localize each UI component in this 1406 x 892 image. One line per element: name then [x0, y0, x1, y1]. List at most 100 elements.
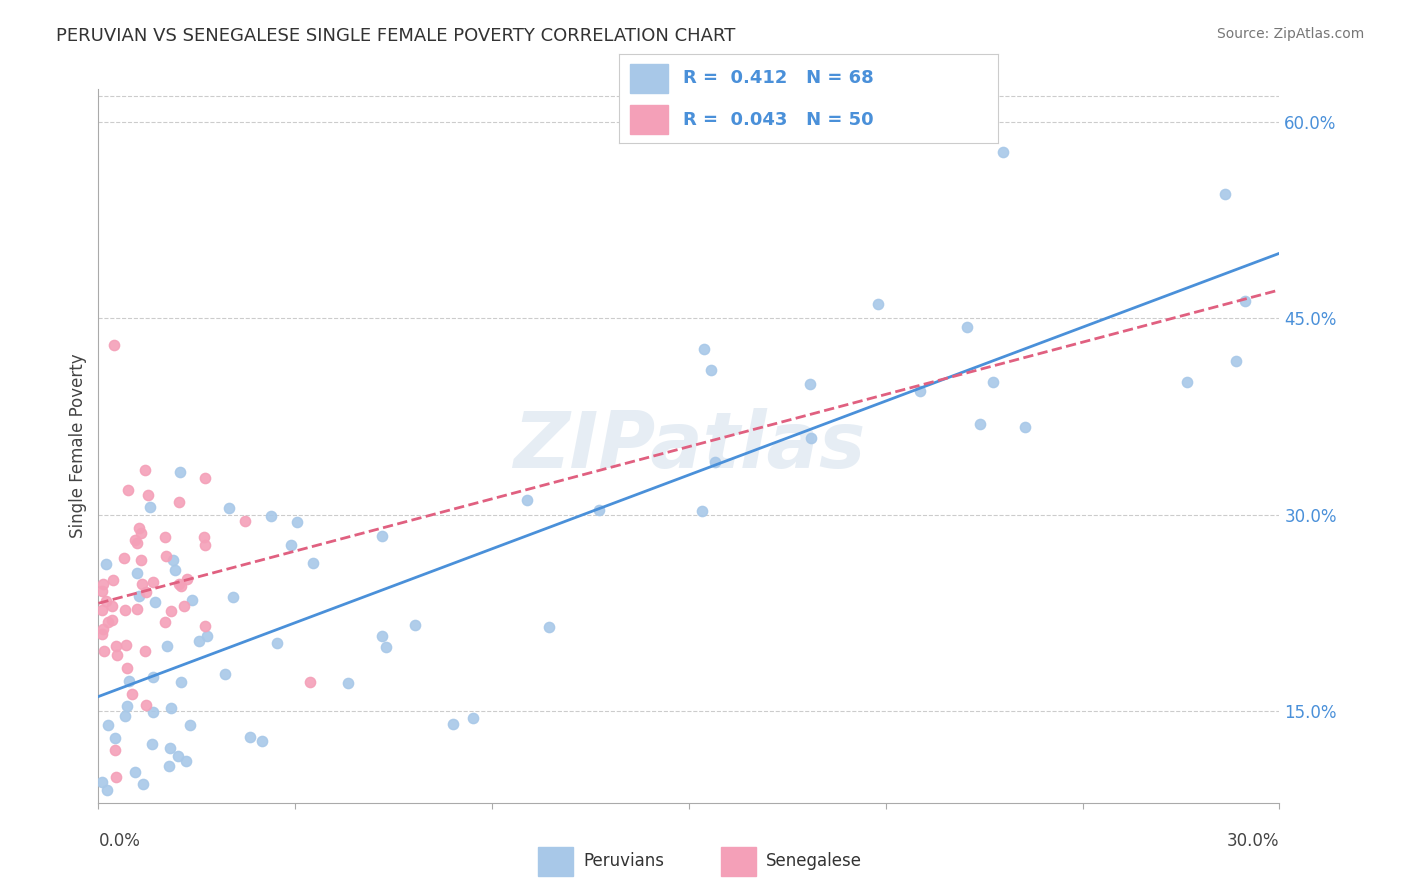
Y-axis label: Single Female Poverty: Single Female Poverty [69, 354, 87, 538]
Point [690, 504, 713, 518]
Point [105, 648, 128, 663]
Point [179, 717, 201, 731]
Point [128, 589, 150, 603]
Point [800, 431, 823, 445]
Point [173, 599, 195, 614]
Point [159, 741, 181, 756]
Point [993, 145, 1015, 160]
Point [153, 529, 176, 543]
Point [155, 549, 177, 563]
Point [132, 777, 155, 791]
Point [233, 514, 256, 528]
Point [167, 495, 190, 509]
Point [100, 599, 122, 613]
Bar [537, 847, 574, 876]
Point [125, 536, 148, 550]
Point [131, 577, 153, 591]
Point [336, 676, 359, 690]
Point [162, 553, 184, 567]
Point [93, 622, 115, 636]
Point [135, 698, 157, 712]
Point [704, 455, 727, 469]
Text: Source: ZipAtlas.com: Source: ZipAtlas.com [1216, 27, 1364, 41]
Point [129, 526, 152, 541]
Point [103, 337, 125, 351]
Text: R =  0.412   N = 68: R = 0.412 N = 68 [683, 70, 875, 87]
Point [135, 585, 157, 599]
Point [174, 754, 197, 768]
Point [193, 530, 215, 544]
Point [155, 639, 177, 653]
Point [194, 538, 217, 552]
Point [193, 618, 215, 632]
Point [167, 577, 190, 591]
Point [1014, 419, 1036, 434]
Point [404, 617, 426, 632]
Point [285, 515, 308, 529]
Point [516, 492, 538, 507]
Point [181, 592, 204, 607]
Point [461, 711, 484, 725]
Point [214, 667, 236, 681]
Point [370, 629, 392, 643]
Point [91, 583, 114, 598]
Bar [721, 847, 756, 876]
Point [239, 730, 262, 744]
Point [114, 602, 136, 616]
Point [160, 604, 183, 618]
Point [538, 620, 561, 634]
Point [194, 470, 217, 484]
Point [1175, 375, 1198, 389]
Point [266, 635, 288, 649]
Point [195, 629, 218, 643]
Point [121, 687, 143, 701]
Point [112, 551, 135, 566]
Point [91, 603, 114, 617]
Point [956, 319, 979, 334]
Text: ZIPatlas: ZIPatlas [513, 408, 865, 484]
Bar [630, 64, 668, 93]
Point [143, 595, 166, 609]
Point [124, 533, 146, 547]
Point [91, 577, 114, 591]
Point [692, 342, 714, 356]
Point [1233, 294, 1256, 309]
Text: Peruvians: Peruvians [583, 852, 665, 870]
Point [176, 572, 198, 586]
Point [94, 593, 117, 607]
Point [136, 488, 159, 502]
Point [104, 731, 127, 745]
Point [165, 563, 187, 577]
Text: PERUVIAN VS SENEGALESE SINGLE FEMALE POVERTY CORRELATION CHART: PERUVIAN VS SENEGALESE SINGLE FEMALE POV… [56, 27, 735, 45]
Point [908, 384, 931, 399]
Point [104, 640, 127, 654]
Point [298, 675, 321, 690]
Bar [630, 105, 668, 134]
Point [101, 573, 124, 587]
Point [115, 698, 138, 713]
Point [1225, 354, 1247, 368]
Point [142, 705, 165, 719]
Point [983, 375, 1005, 389]
Point [159, 759, 181, 773]
Point [96, 557, 118, 571]
Point [700, 363, 723, 377]
Point [260, 509, 283, 524]
Point [97, 615, 120, 630]
Point [93, 644, 115, 658]
Point [91, 775, 114, 789]
Point [371, 529, 394, 543]
Text: 30.0%: 30.0% [1227, 831, 1279, 849]
Point [441, 717, 464, 731]
Point [799, 376, 821, 391]
Point [101, 613, 124, 627]
Point [118, 673, 141, 688]
Point [142, 670, 165, 684]
Point [375, 640, 398, 655]
Text: R =  0.043   N = 50: R = 0.043 N = 50 [683, 111, 873, 128]
Point [252, 734, 274, 748]
Point [91, 627, 114, 641]
Point [187, 634, 209, 648]
Point [170, 579, 193, 593]
Text: 0.0%: 0.0% [98, 831, 141, 849]
